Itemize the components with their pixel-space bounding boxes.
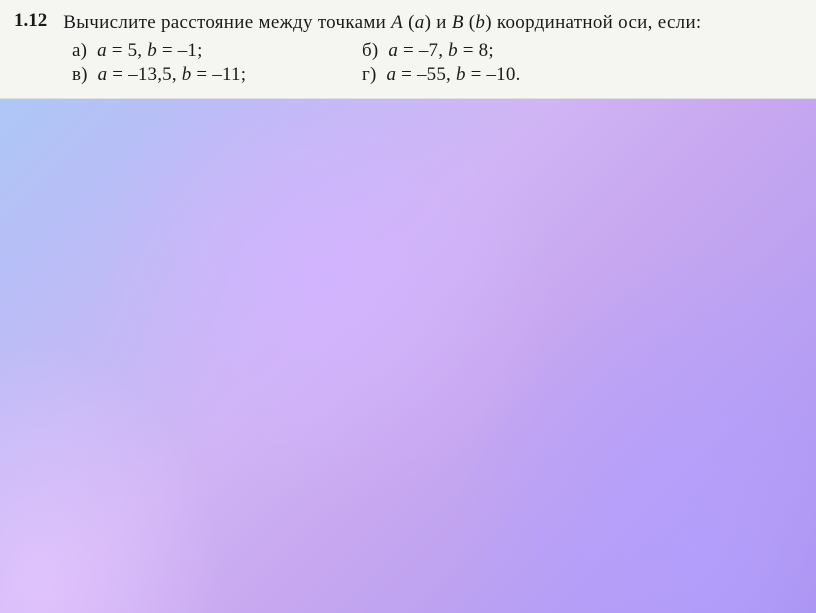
part-a-eq2: = –1; [157,40,203,61]
statement-part1: Вычислите расстояние между точками [63,12,391,33]
part-a: а) a = 5, b = –1; [72,40,332,62]
part-g-var2: b [456,64,466,85]
paren-b: (b) [469,12,492,33]
paren-a: (a) [408,12,431,33]
part-a-eq1: = 5, [107,40,147,61]
problem-box: 1.12 Вычислите расстояние между точками … [0,0,816,99]
part-g-eq2: = –10. [466,64,521,85]
point-a-letter: A [391,12,403,33]
part-a-var1: a [97,40,107,61]
problem-number: 1.12 [14,10,47,32]
part-v: в) a = –13,5, b = –11; [72,64,332,86]
part-v-var1: a [98,64,108,85]
part-b-eq1: = –7, [398,40,448,61]
part-a-label: а) [72,40,87,61]
part-b-label: б) [362,40,378,61]
part-v-eq1: = –13,5, [107,64,181,85]
part-g-eq1: = –55, [396,64,456,85]
problem-statement: Вычислите расстояние между точками A (a)… [63,10,701,36]
part-b-var1: a [388,40,398,61]
part-v-eq2: = –11; [191,64,246,85]
part-v-label: в) [72,64,88,85]
problem-header: 1.12 Вычислите расстояние между точками … [14,10,802,36]
part-b: б) a = –7, b = 8; [362,40,802,62]
part-b-eq2: = 8; [458,40,494,61]
part-g-var1: a [386,64,396,85]
part-g: г) a = –55, b = –10. [362,64,802,86]
part-g-label: г) [362,64,377,85]
and-word: и [431,12,452,33]
point-b-letter: B [452,12,464,33]
part-a-var2: b [147,40,157,61]
problem-parts: а) a = 5, b = –1; б) a = –7, b = 8; в) a… [72,40,802,86]
statement-part2: координатной оси, если: [492,12,702,33]
part-b-var2: b [448,40,458,61]
